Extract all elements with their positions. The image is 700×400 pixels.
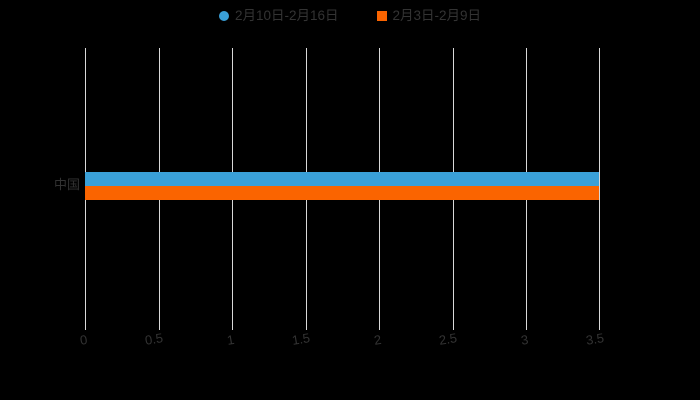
gridline-3-5 [599,48,600,330]
x-tick-label-3: 3 [519,331,530,348]
x-tick-label-1: 1 [225,331,236,348]
x-tick-label-3-5: 3.5 [584,330,606,348]
bar-series-0-china[interactable] [85,172,599,186]
bar-series-1-china[interactable] [85,186,599,200]
legend-label-series-0: 2月10日-2月16日 [234,8,339,24]
x-tick-label-2-5: 2.5 [437,330,459,348]
x-tick-label-0-5: 0.5 [143,330,165,348]
x-tick-label-1-5: 1.5 [290,330,312,348]
legend-item-series-1[interactable]: 2月3日-2月9日 [376,8,482,24]
x-tick-label-2: 2 [372,331,383,348]
y-axis-category-label-china: 中国 [53,177,80,192]
legend-item-series-0[interactable]: 2月10日-2月16日 [218,8,339,24]
legend-square-marker-icon [376,11,387,21]
plot-area [85,48,600,330]
chart-legend: 2月10日-2月16日 2月3日-2月9日 [0,4,700,28]
legend-label-series-1: 2月3日-2月9日 [392,8,482,24]
bar-group-china [85,172,600,200]
x-tick-label-0: 0 [78,331,89,348]
legend-circle-marker-icon [218,11,229,21]
